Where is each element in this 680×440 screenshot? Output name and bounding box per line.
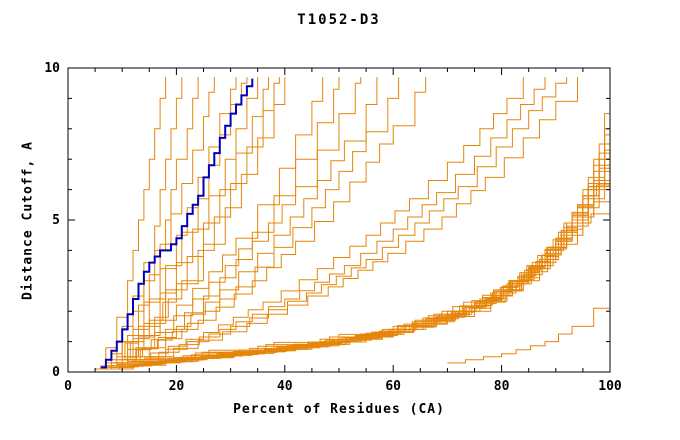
- x-tick-label: 60: [385, 379, 401, 394]
- model-curve: [143, 77, 568, 358]
- model-curve: [116, 134, 611, 365]
- model-curve: [133, 77, 524, 361]
- model-curve: [116, 116, 611, 365]
- model-curve: [138, 192, 611, 361]
- model-curve: [111, 77, 248, 364]
- chart-title: T1052-D3: [297, 12, 381, 28]
- model-curve: [122, 153, 611, 364]
- model-curve: [149, 77, 578, 358]
- model-curve: [133, 77, 427, 358]
- curves-layer: [95, 77, 611, 370]
- y-tick-label: 5: [52, 213, 60, 228]
- x-axis-title: Percent of Residues (CA): [233, 402, 445, 417]
- model-curve: [122, 77, 286, 358]
- x-tick-label: 40: [277, 379, 293, 394]
- axes-layer: 0 20 40 60 80 100 0 5 10: [44, 61, 622, 394]
- model-curve: [116, 77, 340, 364]
- y-tick-label: 10: [44, 61, 60, 76]
- model-curve: [111, 107, 611, 367]
- x-tick-label: 20: [169, 379, 185, 394]
- model-curve: [100, 77, 183, 370]
- y-tick-label: 0: [52, 365, 60, 380]
- x-tick-label: 100: [598, 379, 622, 394]
- x-tick-label: 0: [64, 379, 72, 394]
- model-curve: [127, 131, 611, 364]
- model-curve: [95, 77, 167, 370]
- model-curve: [447, 293, 611, 364]
- model-curve: [100, 98, 611, 370]
- model-curve: [116, 77, 280, 358]
- model-curve: [122, 77, 378, 361]
- model-curve: [111, 77, 324, 364]
- highlighted-model-curve: [100, 78, 254, 369]
- model-curve: [143, 204, 611, 359]
- x-tick-label: 80: [494, 379, 510, 394]
- model-curve: [138, 77, 546, 361]
